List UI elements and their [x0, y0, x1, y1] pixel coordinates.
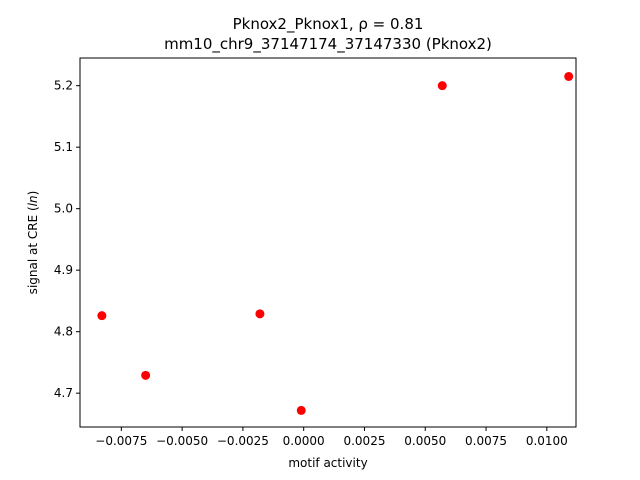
y-tick-label: 5.2	[54, 79, 73, 93]
y-tick-label: 5.1	[54, 140, 73, 154]
plot-area	[97, 71, 574, 415]
data-point	[141, 370, 151, 380]
y-axis-label: signal at CRE (ln)	[26, 191, 40, 295]
x-tick-label: −0.0075	[95, 434, 147, 448]
y-tick-label: 5.0	[54, 202, 73, 216]
y-tick-label: 4.8	[54, 325, 73, 339]
y-tick-label: 4.9	[54, 263, 73, 277]
data-point	[437, 81, 447, 91]
data-point	[564, 71, 574, 81]
x-tick-label: 0.0100	[526, 434, 568, 448]
data-point	[296, 405, 306, 415]
x-tick-label: 0.0000	[283, 434, 325, 448]
x-axis-label: motif activity	[288, 456, 367, 470]
x-tick-label: 0.0025	[343, 434, 385, 448]
x-tick-label: 0.0050	[404, 434, 446, 448]
x-tick-label: 0.0075	[465, 434, 507, 448]
axes-frame	[79, 57, 577, 428]
y-tick-label: 4.7	[54, 386, 73, 400]
data-point	[97, 311, 107, 321]
x-tick-label: −0.0025	[217, 434, 269, 448]
chart-title-line1: Pknox2_Pknox1, ρ = 0.81	[233, 15, 424, 34]
chart-title-line2: mm10_chr9_37147174_37147330 (Pknox2)	[164, 35, 492, 54]
x-tick-label: −0.0050	[156, 434, 208, 448]
data-point	[255, 309, 265, 319]
